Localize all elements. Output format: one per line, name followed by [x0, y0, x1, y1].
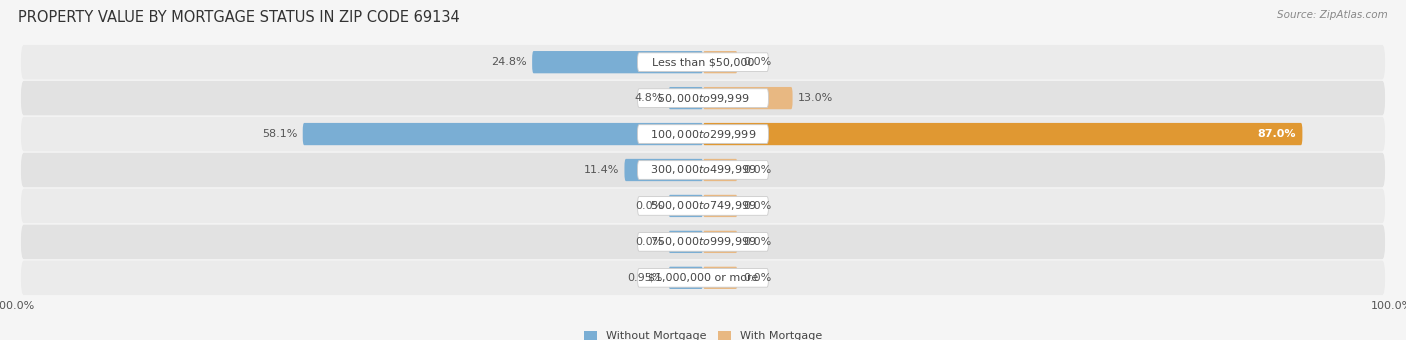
- Text: PROPERTY VALUE BY MORTGAGE STATUS IN ZIP CODE 69134: PROPERTY VALUE BY MORTGAGE STATUS IN ZIP…: [18, 10, 460, 25]
- Text: 0.0%: 0.0%: [742, 57, 772, 67]
- FancyBboxPatch shape: [624, 159, 703, 181]
- Text: $750,000 to $999,999: $750,000 to $999,999: [650, 235, 756, 249]
- Text: 24.8%: 24.8%: [491, 57, 527, 67]
- FancyBboxPatch shape: [637, 197, 769, 215]
- Text: $1,000,000 or more: $1,000,000 or more: [648, 273, 758, 283]
- FancyBboxPatch shape: [637, 233, 769, 251]
- Text: 0.0%: 0.0%: [742, 273, 772, 283]
- FancyBboxPatch shape: [669, 267, 703, 289]
- Text: 87.0%: 87.0%: [1257, 129, 1295, 139]
- FancyBboxPatch shape: [703, 87, 793, 109]
- Text: $300,000 to $499,999: $300,000 to $499,999: [650, 164, 756, 176]
- Text: 0.0%: 0.0%: [742, 237, 772, 247]
- Text: 0.95%: 0.95%: [627, 273, 664, 283]
- Text: 0.0%: 0.0%: [742, 165, 772, 175]
- FancyBboxPatch shape: [302, 123, 703, 145]
- Text: Source: ZipAtlas.com: Source: ZipAtlas.com: [1277, 10, 1388, 20]
- Text: Less than $50,000: Less than $50,000: [652, 57, 754, 67]
- FancyBboxPatch shape: [21, 225, 1385, 259]
- FancyBboxPatch shape: [21, 81, 1385, 115]
- Text: $100,000 to $299,999: $100,000 to $299,999: [650, 128, 756, 140]
- FancyBboxPatch shape: [637, 89, 769, 107]
- FancyBboxPatch shape: [669, 195, 703, 217]
- Text: 0.0%: 0.0%: [634, 201, 664, 211]
- FancyBboxPatch shape: [21, 189, 1385, 223]
- FancyBboxPatch shape: [703, 231, 738, 253]
- FancyBboxPatch shape: [703, 195, 738, 217]
- Text: $500,000 to $749,999: $500,000 to $749,999: [650, 200, 756, 212]
- Text: 0.0%: 0.0%: [634, 237, 664, 247]
- FancyBboxPatch shape: [21, 260, 1385, 295]
- FancyBboxPatch shape: [21, 45, 1385, 80]
- FancyBboxPatch shape: [703, 159, 738, 181]
- Legend: Without Mortgage, With Mortgage: Without Mortgage, With Mortgage: [579, 326, 827, 340]
- FancyBboxPatch shape: [637, 269, 769, 287]
- FancyBboxPatch shape: [637, 125, 769, 143]
- Text: 0.0%: 0.0%: [742, 201, 772, 211]
- Text: $50,000 to $99,999: $50,000 to $99,999: [657, 91, 749, 105]
- Text: 58.1%: 58.1%: [262, 129, 297, 139]
- FancyBboxPatch shape: [21, 153, 1385, 187]
- FancyBboxPatch shape: [703, 51, 738, 73]
- FancyBboxPatch shape: [531, 51, 703, 73]
- FancyBboxPatch shape: [669, 87, 703, 109]
- FancyBboxPatch shape: [637, 161, 769, 179]
- FancyBboxPatch shape: [703, 123, 1302, 145]
- FancyBboxPatch shape: [21, 117, 1385, 151]
- Text: 4.8%: 4.8%: [634, 93, 664, 103]
- FancyBboxPatch shape: [637, 53, 769, 71]
- FancyBboxPatch shape: [669, 231, 703, 253]
- Text: 13.0%: 13.0%: [799, 93, 834, 103]
- Text: 11.4%: 11.4%: [583, 165, 619, 175]
- FancyBboxPatch shape: [703, 267, 738, 289]
